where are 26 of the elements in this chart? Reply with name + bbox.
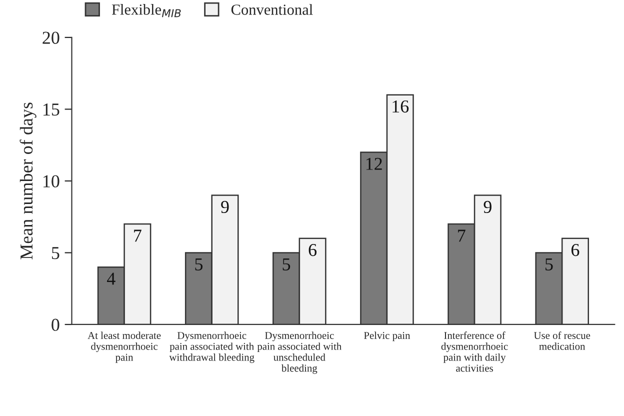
y-tick-label: 20 xyxy=(42,32,60,44)
data-label: 5 xyxy=(546,258,553,270)
data-label: 12 xyxy=(366,158,382,170)
x-tick-label: Dysmenorrhoeic pain associated with withdrawal bleeding xyxy=(169,332,254,363)
y-tick-label: 5 xyxy=(52,247,60,260)
data-label: 6 xyxy=(308,244,317,256)
y-axis-title: Mean number of days xyxy=(20,102,36,260)
x-tick-label: Pelvic pain xyxy=(364,332,410,342)
data-label: 4 xyxy=(107,272,116,285)
x-tick-label: At least moderate dysmenorrhoeic pain xyxy=(88,332,161,363)
legend-label: Conventional xyxy=(231,4,313,15)
data-label: 9 xyxy=(221,200,229,214)
data-label: 16 xyxy=(392,100,409,113)
y-tick-label: 10 xyxy=(43,175,60,188)
x-tick-label: Interference of dysmenorrhoeic pain with daily activities xyxy=(441,332,508,372)
data-label: 5 xyxy=(195,258,203,270)
data-label: 6 xyxy=(572,244,580,256)
legend-label: Flexible$_{MIB}$ xyxy=(112,4,181,18)
data-label: 7 xyxy=(458,230,466,242)
data-label: 9 xyxy=(484,200,492,214)
data-label: 5 xyxy=(282,258,290,270)
data-label: 7 xyxy=(134,230,142,242)
y-tick-label: 0 xyxy=(52,318,60,331)
y-tick-label: 15 xyxy=(43,104,60,116)
x-tick-label: Use of rescue medication xyxy=(534,332,590,350)
x-tick-label: Dysmenorrhoeic pain associated with unscheduled bleeding xyxy=(257,332,342,374)
